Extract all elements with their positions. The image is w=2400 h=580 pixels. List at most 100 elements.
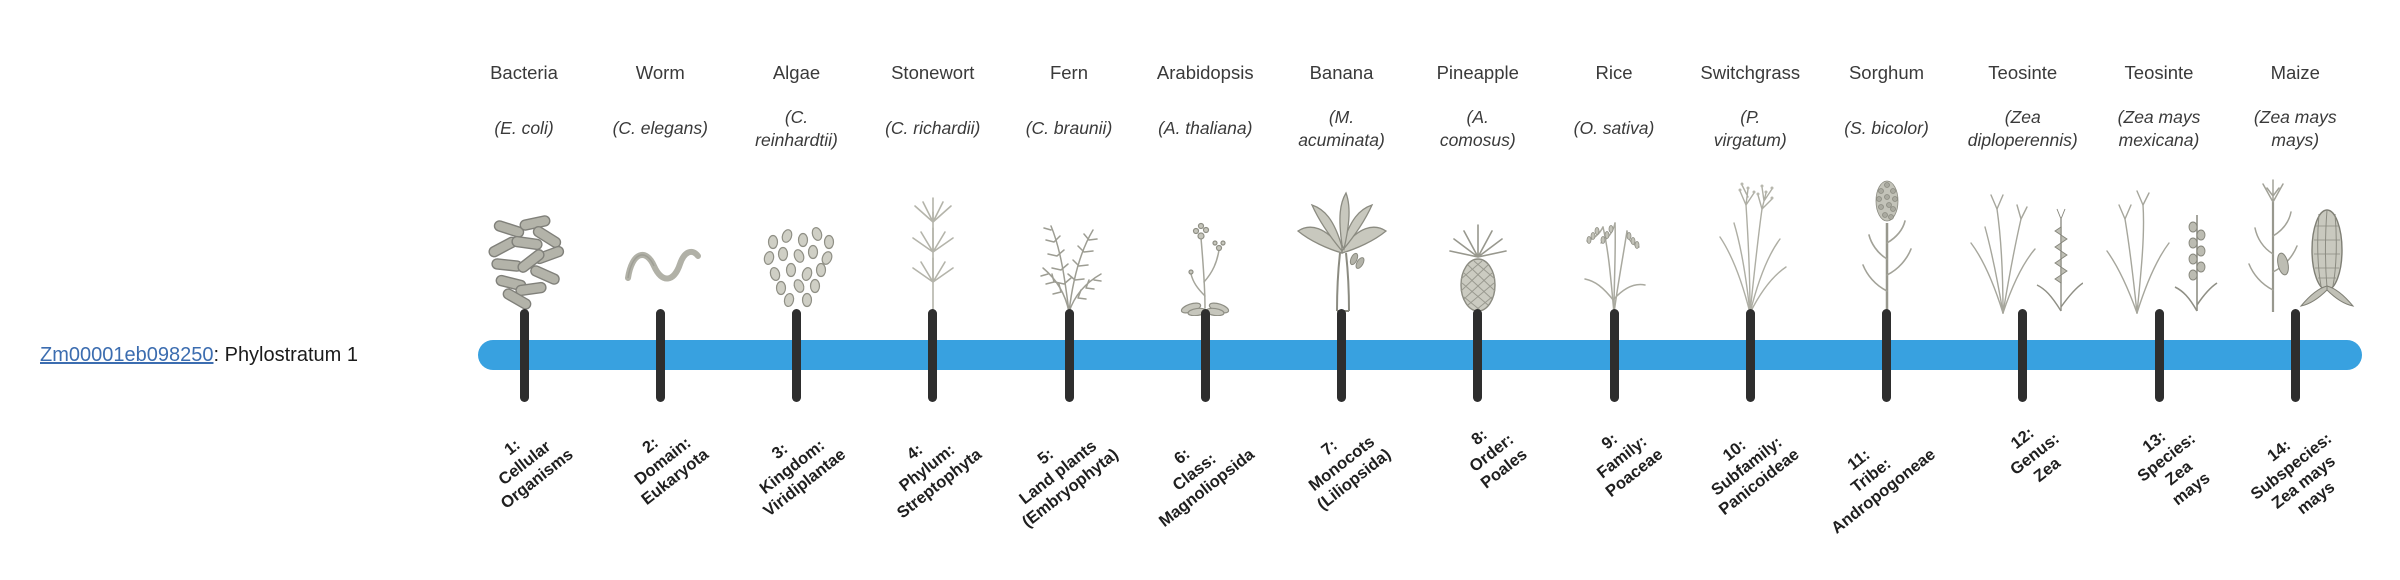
timeline-tick [1200, 309, 1210, 402]
organism-name: Banana [1309, 62, 1374, 83]
organism-illustration [1948, 168, 2098, 316]
stratum-label: 13: Species: Zea mays [2134, 427, 2214, 510]
organism-scientific-name: (C. reinhardtii) [755, 106, 838, 150]
organism-name: Teosinte [2124, 62, 2194, 83]
organism-illustration [994, 168, 1144, 316]
organism-scientific-name: (A. comosus) [1439, 106, 1516, 150]
organism-column: Rice (O. sativa) 9: Family: Poaceae [1539, 0, 1689, 580]
organism-illustration [722, 168, 872, 316]
organism-column: Fern (C. braunii) 5: Land plants (Embryo… [994, 0, 1144, 580]
fern-icon [1023, 176, 1115, 316]
organism-illustration [585, 168, 735, 316]
organism-illustration [1539, 168, 1689, 316]
gene-label-suffix: : Phylostratum 1 [213, 344, 358, 366]
organism-column: Pineapple (A. comosus) 8: Order: Poales [1403, 0, 1553, 580]
organism-scientific-name: (C. braunii) [1025, 118, 1113, 139]
timeline-tick [2154, 309, 2164, 402]
organism-scientific-name: (O. sativa) [1573, 118, 1655, 139]
organism-column: Teosinte (Zea mays mexicana) 13: Species… [2084, 0, 2234, 580]
organism-name: Rice [1595, 62, 1633, 83]
timeline-tick [1609, 309, 1619, 402]
organism-illustration [2084, 168, 2234, 316]
organism-illustration [2220, 168, 2370, 316]
bacteria-icon [482, 186, 566, 316]
organism-name: Algae [772, 62, 821, 83]
organism-illustration [1675, 168, 1825, 316]
timeline-tick [1337, 309, 1346, 402]
organism-name: Worm [635, 62, 685, 83]
stratum-label: 5: Land plants (Embryophyta) [1015, 436, 1122, 532]
organism-scientific-name: (S. bicolor) [1844, 118, 1929, 139]
timeline-tick [1882, 309, 1891, 402]
stratum-label: 1: Cellular Organisms [495, 435, 577, 513]
organism-scientific-name: (Zea mays mays) [2253, 106, 2337, 150]
stratum-label: 10: Subfamily: Panicoideae [1708, 433, 1803, 519]
timeline-tick [519, 309, 529, 402]
organism-column: Sorghum (S. bicolor) 11: Tribe: Andropog… [1812, 0, 1962, 580]
switchgrass-icon [1704, 171, 1796, 316]
organism-column: Algae (C. reinhardtii) 3: Kingdom: Virid… [722, 0, 872, 580]
timeline-tick [2290, 309, 2300, 402]
gene-id-link[interactable]: Zm00001eb098250 [40, 344, 214, 366]
stratum-label: 12: Genus: Zea [2006, 423, 2065, 486]
pineapple-icon [1440, 181, 1516, 316]
sorghum-icon [1847, 171, 1927, 316]
organism-scientific-name: (C. richardii) [885, 118, 981, 139]
organism-name: Bacteria [490, 62, 558, 83]
stratum-label: 4: Phylum: Streptophyta [893, 440, 986, 523]
organism-scientific-name: (C. elegans) [612, 118, 708, 139]
maize-icon [2235, 166, 2355, 316]
stratum-label: 11: Tribe: Andropogoneae [1828, 445, 1939, 538]
timeline-tick [792, 309, 801, 402]
timeline-tick [2018, 309, 2028, 402]
timeline-tick [1473, 309, 1483, 402]
teosinte-diploperennis-icon [1963, 171, 2083, 316]
organism-scientific-name: (P. virgatum) [1713, 106, 1787, 150]
teosinte-mexicana-icon [2099, 171, 2219, 316]
rice-icon [1569, 181, 1659, 316]
stonewort-icon [898, 176, 968, 316]
organism-column: Maize (Zea mays mays) 14: Subspecies: Ze… [2220, 0, 2370, 580]
stratum-label: 3: Kingdom: Viridiplantae [756, 436, 849, 521]
organism-scientific-name: (M. acuminata) [1298, 106, 1385, 150]
organism-name: Sorghum [1848, 62, 1925, 83]
timeline-bar [478, 340, 2362, 370]
stratum-label: 2: Domain: Eukaryota [631, 433, 713, 509]
stratum-label: 7: Monocots (Liliopsida) [1305, 432, 1394, 514]
organism-illustration [1812, 168, 1962, 316]
organism-column: Worm (C. elegans) 2: Domain: Eukaryota [585, 0, 735, 580]
arabidopsis-icon [1165, 186, 1245, 316]
organism-column: Switchgrass (P. virgatum) 10: Subfamily:… [1675, 0, 1825, 580]
organism-scientific-name: (E. coli) [494, 118, 554, 139]
organism-column: Banana (M. acuminata) 7: Monocots (Lilio… [1267, 0, 1417, 580]
gene-label: Zm00001eb098250: Phylostratum 1 [40, 343, 358, 367]
banana-plant-icon [1292, 171, 1392, 316]
organism-name: Switchgrass [1700, 62, 1801, 83]
stratum-label: 14: Subspecies: Zea mays mays [2247, 429, 2340, 519]
timeline-tick [655, 309, 665, 402]
stratum-label: 8: Order: Poales [1465, 425, 1531, 493]
organism-name: Teosinte [1988, 62, 2058, 83]
organism-name: Fern [1049, 62, 1089, 83]
timeline-tick [1745, 309, 1755, 402]
organism-scientific-name: (Zea mays mexicana) [2117, 106, 2201, 150]
organism-name: Pineapple [1436, 62, 1519, 83]
stratum-label: 9: Family: Poaceae [1593, 429, 1667, 501]
organism-illustration [449, 168, 599, 316]
algae-icon [753, 186, 841, 316]
organism-column: Arabidopsis (A. thaliana) 6: Class: Magn… [1130, 0, 1280, 580]
organism-scientific-name: (Zea diploperennis) [1967, 106, 2078, 150]
organism-column: Stonewort (C. richardii) 4: Phylum: Stre… [858, 0, 1008, 580]
organism-illustration [1130, 168, 1280, 316]
stratum-label: 6: Class: Magnoliopsida [1155, 444, 1258, 531]
organism-name: Maize [2270, 62, 2320, 83]
timeline-tick [1064, 309, 1074, 402]
organism-illustration [1267, 168, 1417, 316]
organism-name: Arabidopsis [1156, 62, 1254, 83]
timeline-tick [928, 309, 938, 402]
organism-name: Stonewort [891, 62, 975, 83]
worm-icon [618, 186, 702, 316]
organism-illustration [858, 168, 1008, 316]
organism-column: Bacteria (E. coli) 1: Cellular Organisms [449, 0, 599, 580]
